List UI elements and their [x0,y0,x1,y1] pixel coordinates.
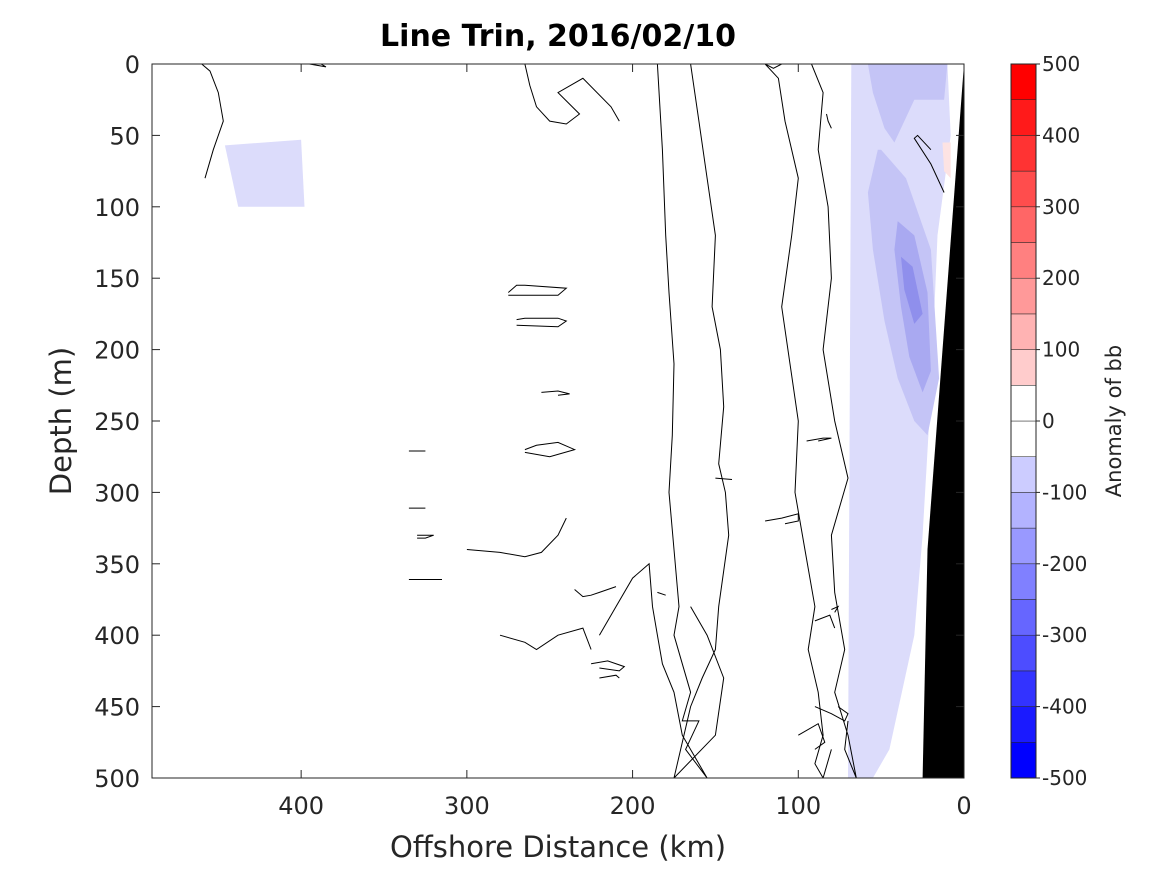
zero-contour-line-14 [591,660,626,672]
y-tick-label-0: 0 [125,51,140,79]
colorbar-tick-label--100: -100 [1042,480,1087,504]
bathymetry-shelf [922,64,964,778]
anomaly-region-5 [901,256,923,324]
colorbar-band--200 [1010,527,1037,565]
y-axis: 0 50 100 150 200 250 300 350 400 450 500 [94,51,964,793]
zero-contour-line-27 [826,113,832,129]
zero-contour-line-21 [814,706,849,722]
colorbar-band-150 [1010,277,1037,315]
zero-contour-line-3 [507,284,568,296]
zero-contour-line-11 [466,517,567,558]
colorbar-tick-label-100: 100 [1042,338,1080,362]
zero-contour-line-30 [764,64,832,778]
zero-contour-line-13 [499,627,592,651]
zero-contours [201,64,945,778]
y-tick-label-50: 50 [109,122,140,150]
zero-contour-line-0 [201,64,224,179]
colorbar-band-350 [1010,135,1037,172]
colorbar: 500 400 300 200 100 0 -100 -200 -300 -400 -500 [1010,52,1087,790]
colorbar-tick-label-300: 300 [1042,195,1080,219]
zero-contour-line-16 [657,591,666,596]
colorbar-band-450 [1010,63,1037,100]
zero-contour-line-18 [806,437,832,442]
anomaly-region-6 [942,142,951,179]
zero-contour-line-26 [764,64,782,69]
x-tick-label-200: 200 [610,792,656,820]
zero-contour-line-12 [574,586,617,598]
y-tick-label-500: 500 [94,765,140,793]
anomaly-fills [224,64,951,778]
colorbar-label: Anomaly of bb [1102,345,1126,497]
colorbar-band--300 [1010,599,1037,636]
chart-title: Line Trin, 2016/02/10 [380,19,736,54]
colorbar-tick-label-500: 500 [1042,52,1080,76]
zero-contour-line-31 [811,64,857,778]
zero-contour-line-20 [831,605,840,613]
colorbar-tick-label--300: -300 [1042,623,1087,647]
y-axis-label: Depth (m) [44,347,78,495]
colorbar-band-50 [1010,349,1037,386]
colorbar-band--150 [1010,492,1037,529]
colorbar-tick-label--500: -500 [1042,766,1087,790]
x-tick-label-400: 400 [278,792,324,820]
y-tick-label-450: 450 [94,694,140,722]
colorbar-band-250 [1010,206,1037,243]
y-tick-label-300: 300 [94,479,140,507]
zero-contour-line-17 [715,477,733,480]
zero-contour-line-4 [516,317,568,328]
colorbar-band--250 [1010,563,1037,600]
x-axis-label: Offshore Distance (km) [390,830,726,864]
colorbar-band-200 [1010,242,1037,279]
anomaly-region-0 [224,139,305,207]
x-tick-label-0: 0 [956,792,971,820]
y-tick-label-400: 400 [94,622,140,650]
colorbar-frame [1010,63,1037,779]
colorbar-band-100 [1010,313,1037,350]
zero-contour-line-6 [524,441,577,458]
anomaly-region-2 [867,64,948,143]
zero-contour-line-28 [598,64,708,778]
colorbar-band--450 [1010,706,1037,743]
zero-contour-line-29 [673,64,730,778]
plot-area [151,63,965,779]
y-tick-label-100: 100 [94,194,140,222]
zero-contour-line-1 [309,64,327,68]
colorbar-band--350 [1010,634,1037,672]
colorbar-band--50 [1010,420,1037,457]
colorbar-tick-label-0: 0 [1042,409,1055,433]
colorbar-tick-label--400: -400 [1042,695,1087,719]
y-tick-label-350: 350 [94,551,140,579]
colorbar-band-300 [1010,170,1037,208]
x-tick-label-300: 300 [444,792,490,820]
zero-contour-line-24 [913,134,945,193]
zero-contour-line-2 [524,64,620,125]
y-tick-label-200: 200 [94,337,140,365]
bathymetry-layer [922,64,964,778]
colorbar-band--500 [1010,742,1037,779]
zero-contour-line-23 [814,614,836,629]
x-axis: 400 300 200 100 0 [278,64,972,820]
colorbar-ticks: 500 400 300 200 100 0 -100 -200 -300 -400 -500 [1036,52,1087,790]
zero-contour-line-9 [417,534,434,539]
y-tick-label-150: 150 [94,265,140,293]
zero-contour-line-15 [599,674,620,679]
y-tick-label-250: 250 [94,408,140,436]
colorbar-band--100 [1010,456,1037,493]
colorbar-tick-label-400: 400 [1042,123,1080,147]
colorbar-band--400 [1010,670,1037,707]
colorbar-band-400 [1010,99,1037,136]
colorbar-band-0 [1010,385,1037,422]
colorbar-tick-label-200: 200 [1042,266,1080,290]
zero-contour-line-5 [541,390,570,396]
x-tick-label-100: 100 [775,792,821,820]
colorbar-bands [1010,63,1037,779]
colorbar-tick-label--200: -200 [1042,552,1087,576]
